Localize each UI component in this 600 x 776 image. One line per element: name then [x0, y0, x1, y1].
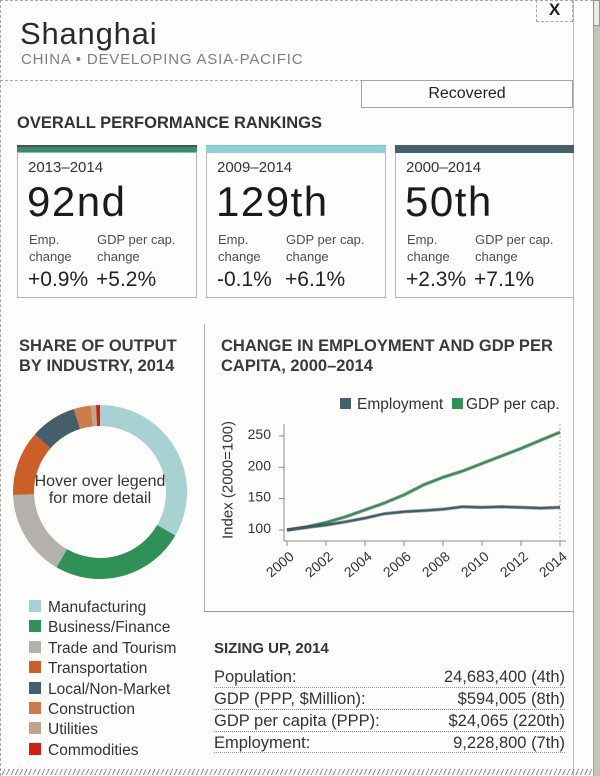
svg-text:2008: 2008	[419, 548, 453, 580]
svg-text:2010: 2010	[458, 548, 492, 580]
svg-text:250: 250	[248, 426, 272, 442]
svg-text:2002: 2002	[302, 548, 336, 580]
svg-text:2004: 2004	[341, 548, 375, 580]
svg-text:2012: 2012	[497, 548, 531, 580]
svg-text:100: 100	[248, 520, 272, 536]
svg-text:2014: 2014	[536, 548, 570, 580]
svg-text:200: 200	[248, 457, 272, 473]
svg-text:Index (2000=100): Index (2000=100)	[220, 421, 237, 539]
svg-text:2000: 2000	[263, 548, 297, 580]
svg-text:150: 150	[248, 489, 272, 505]
svg-text:2006: 2006	[380, 548, 414, 580]
